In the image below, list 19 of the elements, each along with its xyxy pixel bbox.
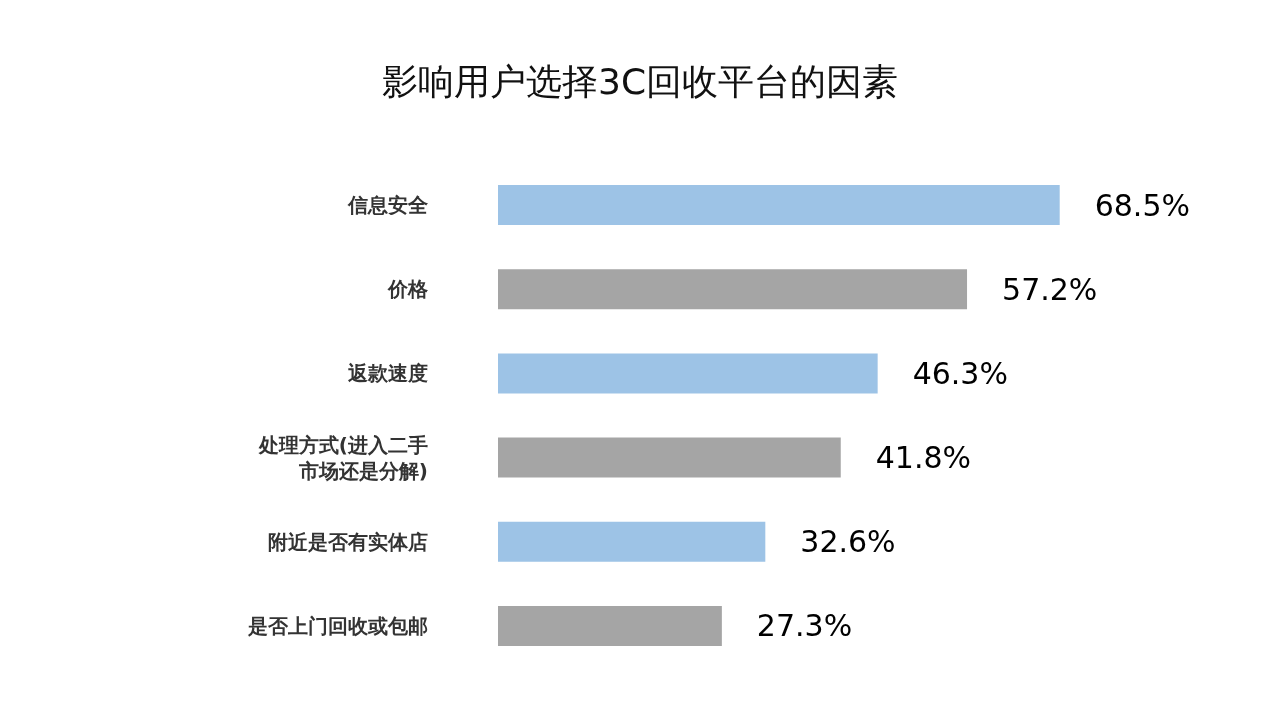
data-label: 68.5%	[1094, 187, 1191, 223]
bar	[498, 185, 1060, 226]
bar	[498, 521, 766, 562]
data-label: 57.2%	[1002, 271, 1098, 307]
data-label: 32.6%	[800, 524, 896, 560]
y-tick-label: 是否上门回收或包邮	[247, 613, 428, 638]
bar	[498, 437, 841, 478]
y-tick-label: 返款速度	[347, 361, 428, 386]
bar	[498, 269, 968, 310]
y-tick-label: 价格	[387, 277, 429, 302]
bar	[498, 353, 878, 394]
chart-title: 影响用户选择3C回收平台的因素	[381, 60, 899, 102]
y-tick-label: 信息安全	[347, 193, 429, 218]
data-label: 27.3%	[756, 608, 853, 644]
y-tick-label: 处理方式(进入二手市场还是分解)	[257, 432, 428, 483]
bar	[498, 605, 722, 646]
data-label: 46.3%	[912, 355, 1008, 391]
data-label: 41.8%	[875, 440, 972, 476]
y-tick-label: 附近是否有实体店	[268, 529, 428, 554]
